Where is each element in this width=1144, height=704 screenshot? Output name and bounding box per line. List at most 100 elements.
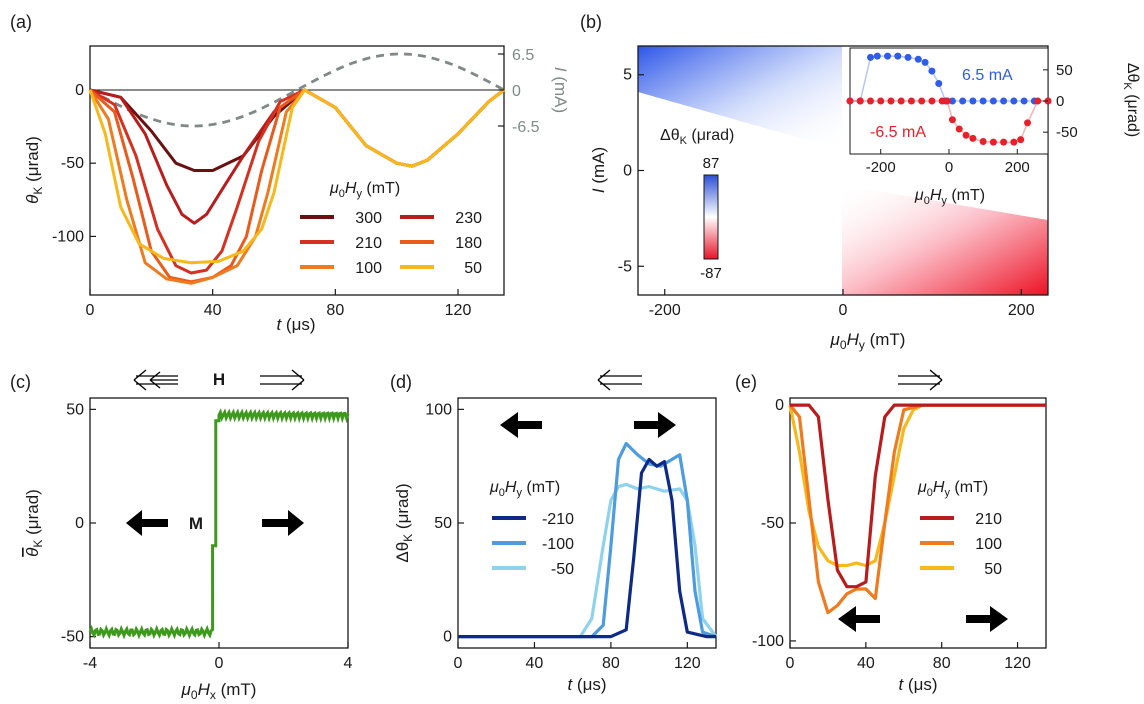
panel-c-label: (c) xyxy=(10,372,31,392)
panel-d-x-label: t (μs) xyxy=(567,675,606,694)
inset-point xyxy=(1024,119,1032,127)
panel-a-ticks: 0 40 80 120 0 -50 -100 xyxy=(52,82,504,319)
panel-e-xtick-label: 80 xyxy=(933,655,951,672)
inset-point xyxy=(866,53,874,61)
inset-legend-pos: 6.5 mA xyxy=(962,67,1013,84)
inset-point xyxy=(856,97,864,105)
series-sweep xyxy=(88,408,350,640)
inset-point xyxy=(1010,97,1018,105)
inset-point xyxy=(866,97,874,105)
inset-point xyxy=(989,97,997,105)
series-210 xyxy=(89,88,505,275)
current-curve xyxy=(89,52,505,128)
inset-line xyxy=(850,55,1048,102)
inset-xtick-label: 0 xyxy=(945,159,953,176)
panel-a-legend-label: 300 xyxy=(355,210,382,227)
inset-point xyxy=(962,131,970,139)
panel-a-ytick-label: -100 xyxy=(52,228,84,245)
inset-point xyxy=(979,97,987,105)
inset-point xyxy=(1000,138,1008,146)
inset-xtick-label: 200 xyxy=(1005,159,1030,176)
panel-a-legend-label: 100 xyxy=(355,260,382,277)
field-arrows: H xyxy=(133,369,305,391)
panel-a-legend-label: 230 xyxy=(455,210,482,227)
panel-d-label: (d) xyxy=(390,372,412,392)
panel-b-label: (b) xyxy=(580,12,602,32)
panel-b-ticks: -200 0 200 5 0 -5 xyxy=(618,67,1035,319)
inset-point xyxy=(1000,97,1008,105)
inset-legend-neg: -6.5 mA xyxy=(870,124,926,141)
panel-a-legend: 300 210 100 230 180 50 xyxy=(300,210,482,277)
series--100 xyxy=(458,441,717,639)
colorbar xyxy=(703,174,719,260)
series--210 xyxy=(458,457,716,639)
panel-d-legend-label: -50 xyxy=(551,561,574,578)
inset-point xyxy=(955,125,963,133)
panel-d-ytick-label: 50 xyxy=(434,515,452,532)
panel-e-ytick-label: 0 xyxy=(775,397,784,414)
panel-b-xtick-label: -200 xyxy=(649,302,681,319)
inset-point xyxy=(948,116,956,124)
panel-e-label: (e) xyxy=(735,372,757,392)
inset-point xyxy=(938,97,946,105)
inset-ticks: -200 0 200 50 0 -50 xyxy=(866,62,1078,176)
panel-c-ytick-label: -50 xyxy=(61,629,84,646)
panel-a-xtick-label: 40 xyxy=(204,302,222,319)
panel-e-legend: 210 100 50 xyxy=(920,511,1002,578)
panel-d-xtick-label: 0 xyxy=(454,655,463,672)
inset-point xyxy=(1010,138,1018,146)
colorbar-max: 87 xyxy=(703,155,720,172)
panel-a-current-curve xyxy=(89,52,505,128)
arrow-left-solid-icon xyxy=(838,606,880,632)
panel-a-label: (a) xyxy=(10,12,32,32)
panel-a: (a) 0 40 80 120 0 -50 -100 t (μs) θK (μrad) I … xyxy=(10,12,570,334)
inset-point xyxy=(959,97,967,105)
arrow-right-solid-icon xyxy=(262,510,304,536)
colorbar-label: ΔθK (μrad) xyxy=(660,127,734,147)
inset-xtick-label: -200 xyxy=(866,159,896,176)
magnetization-arrows: M xyxy=(126,510,304,536)
panel-c: (c) -4 0 4 50 0 -50 H M μ0Hx (mT) θK (μrad) xyxy=(10,369,353,702)
panel-a-right-tick-label: 0 xyxy=(512,83,521,100)
panel-b-x-label: μ0Hy (mT) xyxy=(830,330,906,352)
panel-c-x-label: μ0Hx (mT) xyxy=(181,680,257,702)
panel-a-legend-label: 50 xyxy=(464,260,482,277)
panel-e-ytick-label: -100 xyxy=(752,633,784,650)
panel-e-xtick-label: 40 xyxy=(857,655,875,672)
inset-y-label: ΔθK (μrad) xyxy=(1121,63,1141,137)
panel-e-legend-label: 50 xyxy=(984,561,1002,578)
panel-a-ytick-label: 0 xyxy=(75,82,84,99)
inset-point xyxy=(1034,97,1042,105)
inset-point xyxy=(907,97,915,105)
arrow-left-open-outline-icon xyxy=(133,369,178,391)
arrow-left-solid-icon xyxy=(126,510,168,536)
panel-a-x-label: t (μs) xyxy=(276,315,315,334)
inset-point xyxy=(935,80,943,88)
panel-c-y-label: θK (μrad) xyxy=(23,489,45,557)
inset-point xyxy=(969,97,977,105)
inset-point xyxy=(989,138,997,146)
series-50 xyxy=(88,88,505,265)
panel-a-ytick-label: -50 xyxy=(61,155,84,172)
panel-d-xtick-label: 40 xyxy=(526,655,544,672)
panel-e-series xyxy=(788,403,1046,615)
panel-a-right-axis-label: I (mA) xyxy=(551,67,570,113)
arrow-left-open-icon xyxy=(597,369,642,391)
arrow-left-open-icon xyxy=(149,371,178,389)
inset-point xyxy=(914,55,922,63)
inset-point xyxy=(877,97,885,105)
panel-e-legend-title: μ0Hy (mT) xyxy=(917,479,988,499)
panel-a-legend-label: 180 xyxy=(455,235,482,252)
panel-c-xtick-label: 0 xyxy=(215,655,224,672)
inset-point xyxy=(894,52,902,60)
inset-point xyxy=(887,97,895,105)
panel-e-xtick-label: 120 xyxy=(1004,655,1031,672)
inset-point xyxy=(969,134,977,142)
panel-a-y-label: θK (μrad) xyxy=(23,136,45,204)
inset-point xyxy=(884,52,892,60)
panel-a-legend-title: μ0Hy (mT) xyxy=(329,180,400,200)
inset-ytick-label: 50 xyxy=(1056,62,1073,79)
magnetization-label: M xyxy=(189,514,203,533)
